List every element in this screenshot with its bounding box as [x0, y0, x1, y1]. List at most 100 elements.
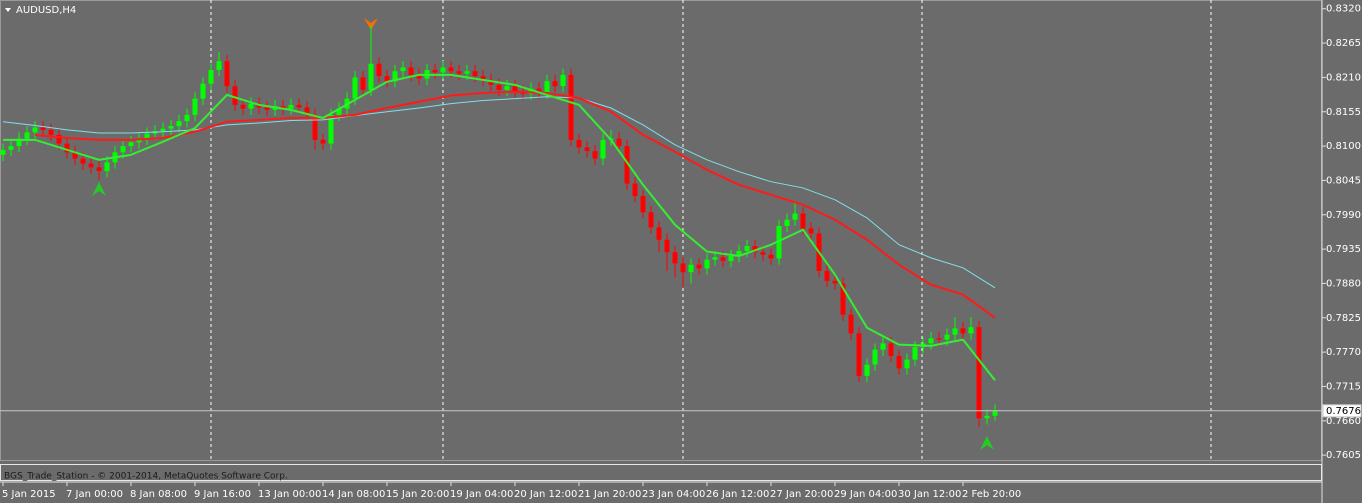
moving-average	[34, 90, 996, 319]
candle-body	[800, 213, 806, 229]
candle-body	[208, 69, 214, 84]
x-tick-label: 13 Jan 00:00	[258, 489, 321, 500]
candle-body	[136, 138, 142, 143]
candle-body	[648, 212, 654, 228]
x-tick-label: 27 Jan 20:00	[770, 489, 833, 500]
y-tick-label: 0.8265	[1326, 38, 1361, 49]
candle-body	[96, 167, 102, 172]
candle-body	[408, 67, 414, 75]
candle-body	[672, 252, 678, 264]
candle-body	[544, 81, 550, 93]
y-tick-label: 0.7715	[1326, 381, 1361, 392]
candle-body	[576, 139, 582, 148]
x-tick-label: 19 Jan 04:00	[450, 489, 513, 500]
candle-body	[792, 213, 798, 220]
candle-body	[592, 151, 598, 159]
chart-title: AUDUSD,H4	[16, 5, 76, 16]
candle-body	[160, 128, 166, 132]
candle-body	[976, 327, 982, 419]
y-tick-label: 0.8210	[1326, 72, 1361, 83]
x-tick-label: 21 Jan 20:00	[578, 489, 641, 500]
candle-body	[200, 83, 206, 99]
candle-body	[264, 107, 270, 110]
candle-body	[784, 219, 790, 227]
candle-body	[776, 226, 782, 259]
sell-arrow	[364, 18, 378, 30]
candle-body	[904, 359, 910, 369]
x-tick-label: 20 Jan 12:00	[514, 489, 577, 500]
x-tick-label: 14 Jan 08:00	[322, 489, 385, 500]
candle-body	[824, 270, 830, 281]
candle-body	[384, 76, 390, 82]
candle-body	[856, 333, 862, 376]
candle-body	[536, 88, 542, 93]
candle-body	[456, 71, 462, 74]
candle-body	[488, 79, 494, 85]
candle-body	[984, 415, 990, 419]
candle-body	[664, 239, 670, 253]
symbol-menu-icon[interactable]	[5, 8, 11, 12]
candle-body	[104, 162, 110, 172]
candle-body	[440, 67, 446, 73]
candle-body	[624, 146, 630, 184]
candle-body	[376, 63, 382, 77]
candle-body	[8, 146, 14, 150]
candle-body	[640, 196, 646, 213]
candle-body	[184, 114, 190, 122]
x-tick-label: 9 Jan 16:00	[194, 489, 251, 500]
candle-body	[392, 71, 398, 82]
x-tick-label: 5 Jan 2015	[2, 489, 56, 500]
candle-body	[752, 245, 758, 253]
x-tick-label: 23 Jan 04:00	[642, 489, 705, 500]
y-tick-label: 0.7660	[1326, 416, 1361, 427]
candle-body	[64, 143, 70, 153]
candle-body	[280, 106, 286, 109]
candle-body	[696, 264, 702, 269]
candle-body	[448, 67, 454, 72]
candle-body	[192, 98, 198, 115]
candle-body	[496, 84, 502, 90]
candle-body	[960, 328, 966, 334]
y-tick-label: 0.8100	[1326, 141, 1361, 152]
buy-arrow	[92, 182, 106, 196]
x-tick-label: 30 Jan 12:00	[898, 489, 961, 500]
last-price-box	[1322, 404, 1362, 418]
candle-body	[320, 139, 326, 144]
candle-body	[144, 133, 150, 139]
candle-body	[912, 347, 918, 360]
candle-body	[896, 355, 902, 369]
candle-body	[880, 343, 886, 350]
candle-body	[368, 63, 374, 90]
candle-body	[992, 410, 998, 416]
candle-body	[552, 81, 558, 87]
y-tick-label: 0.7770	[1326, 347, 1361, 358]
candle-body	[168, 126, 174, 129]
candle-body	[928, 338, 934, 344]
candle-body	[312, 114, 318, 140]
candle-body	[528, 88, 534, 94]
candle-body	[768, 254, 774, 259]
candle-body	[88, 163, 94, 168]
candle-body	[48, 129, 54, 135]
candle-body	[24, 132, 30, 139]
candle-body	[336, 108, 342, 115]
candle-body	[80, 158, 86, 164]
candle-body	[744, 245, 750, 251]
candle-body	[952, 328, 958, 335]
candle-body	[632, 183, 638, 197]
candle-body	[288, 104, 294, 109]
candle-body	[760, 252, 766, 255]
candle-body	[688, 264, 694, 273]
indicator-window	[0, 464, 1322, 481]
indicator-title: BGS_Trade_Station - © 2001-2014, MetaQuo…	[4, 472, 288, 482]
candle-body	[512, 86, 518, 92]
x-tick-label: 29 Jan 04:00	[834, 489, 897, 500]
signal-arrows	[92, 18, 994, 450]
candle-body	[224, 61, 230, 87]
candle-body	[416, 74, 422, 79]
buy-arrow	[980, 436, 994, 450]
candle-body	[944, 334, 950, 340]
candle-body	[232, 86, 238, 105]
candle-body	[704, 259, 710, 269]
